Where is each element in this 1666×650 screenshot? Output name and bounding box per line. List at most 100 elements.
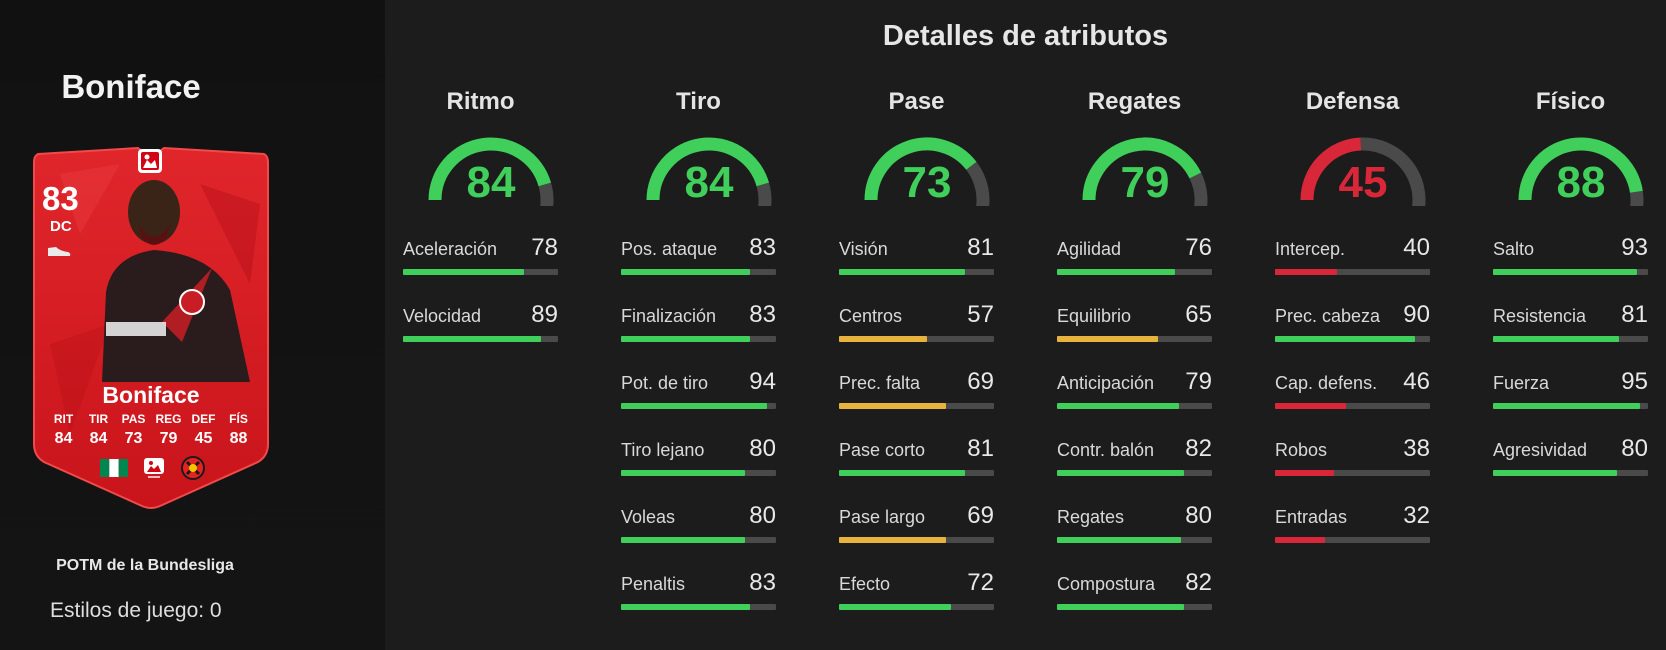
card-stat-value: 79 [159, 430, 178, 447]
attribute-bar-track [621, 336, 776, 342]
attribute-bar-track [621, 269, 776, 275]
attribute-value: 38 [1403, 435, 1430, 462]
card-stat-label: PAS [121, 412, 146, 426]
category-name: Regates [1087, 88, 1182, 115]
category-ritmo: Ritmo 84 Aceleración 78 Velocidad 89 [403, 88, 558, 360]
attribute-name: Prec. cabeza [1275, 306, 1381, 326]
attribute-name: Prec. falta [839, 373, 921, 393]
attribute-row: Agresividad 80 [1493, 427, 1648, 494]
attribute-row: Velocidad 89 [403, 293, 558, 360]
attribute-row: Pase largo 69 [839, 494, 994, 561]
nigeria-flag-icon [100, 459, 128, 477]
attribute-bar-fill [621, 537, 745, 543]
attribute-value: 76 [1185, 234, 1212, 261]
attribute-row: Tiro lejano 80 [621, 427, 776, 494]
attribute-bar-track [1057, 604, 1212, 610]
attribute-bar-fill [1275, 537, 1325, 543]
attribute-bar-track [1057, 336, 1212, 342]
attribute-bar-track [1493, 336, 1648, 342]
attribute-bar-fill [1057, 604, 1185, 610]
attribute-bar-track [1493, 403, 1648, 409]
attribute-name: Resistencia [1493, 306, 1587, 326]
attribute-bar-track [621, 537, 776, 543]
attribute-row: Salto 93 [1493, 226, 1648, 293]
attribute-bar-fill [1493, 336, 1619, 342]
category-value: 88 [1556, 158, 1606, 207]
attribute-name: Robos [1275, 440, 1328, 460]
attribute-bar-fill [1275, 403, 1347, 409]
attribute-bar-track [1275, 537, 1430, 543]
category-value: 79 [1120, 158, 1170, 207]
attribute-name: Pos. ataque [621, 239, 718, 259]
attribute-value: 46 [1403, 368, 1430, 395]
attribute-bar-track [621, 470, 776, 476]
attribute-name: Agilidad [1057, 239, 1122, 259]
attribute-value: 83 [749, 301, 776, 328]
attribute-bar-fill [1057, 403, 1180, 409]
card-stat-label: FÍS [229, 412, 248, 426]
attribute-bar-fill [1057, 269, 1175, 275]
attribute-bar-fill [1493, 470, 1617, 476]
attribute-name: Intercep. [1275, 239, 1346, 259]
gauge-arc [1518, 137, 1644, 206]
category-gauge: 45 [1298, 134, 1428, 207]
attribute-bar-track [839, 604, 994, 610]
attribute-bar-track [403, 269, 558, 275]
attribute-value: 32 [1403, 502, 1430, 529]
attribute-bar-track [621, 403, 776, 409]
player-card[interactable]: 83 DC Boniface RIT TIR PAS REG DEF FÍS 8… [20, 144, 282, 514]
category-name: Físico [1535, 88, 1606, 115]
attribute-name: Voleas [621, 507, 676, 527]
card-stat-values: 84 84 73 79 45 88 [46, 430, 256, 448]
attribute-value: 65 [1185, 301, 1212, 328]
attribute-row: Aceleración 78 [403, 226, 558, 293]
attribute-value: 81 [967, 435, 994, 462]
category-name: Ritmo [446, 88, 515, 115]
gauge-track [1629, 190, 1644, 206]
attribute-bar-track [839, 403, 994, 409]
player-photo [92, 172, 262, 387]
attribute-bar-track [621, 604, 776, 610]
attribute-list: Intercep. 40 Prec. cabeza 90 Cap. defens. 46 R… [1275, 226, 1430, 561]
attribute-value: 95 [1621, 368, 1648, 395]
playstyles-count[interactable]: Estilos de juego: 0 [50, 599, 222, 622]
attribute-value: 81 [967, 234, 994, 261]
gauge-fill [1518, 137, 1643, 201]
category-name: Tiro [676, 88, 721, 115]
attribute-value: 93 [1621, 234, 1648, 261]
attribute-value: 80 [749, 435, 776, 462]
attribute-bar-track [1275, 269, 1430, 275]
attribute-bar-fill [1493, 269, 1638, 275]
attribute-value: 82 [1185, 569, 1212, 596]
attribute-row: Voleas 80 [621, 494, 776, 561]
attribute-row: Centros 57 [839, 293, 994, 360]
attribute-bar-track [1493, 269, 1648, 275]
category-value: 84 [466, 158, 516, 207]
attribute-value: 40 [1403, 234, 1430, 261]
attribute-row: Pase corto 81 [839, 427, 994, 494]
attribute-value: 80 [749, 502, 776, 529]
card-stat-value: 84 [54, 430, 73, 447]
attribute-bar-track [1275, 336, 1430, 342]
attribute-bar-fill [403, 269, 524, 275]
attribute-row: Anticipación 79 [1057, 360, 1212, 427]
category-tiro: Tiro 84 Pos. ataque 83 Finalización 83 Pot. de… [621, 88, 776, 628]
card-stat-value: 45 [194, 430, 213, 447]
attribute-bar-fill [621, 604, 750, 610]
card-stat-value: 88 [229, 430, 248, 447]
attribute-bar-fill [403, 336, 541, 342]
attribute-row: Regates 80 [1057, 494, 1212, 561]
attribute-name: Velocidad [403, 306, 482, 326]
gauge-track [1360, 137, 1426, 206]
bundesliga-logo-icon [137, 148, 163, 179]
attribute-name: Entradas [1275, 507, 1348, 527]
gauge-arc [864, 137, 990, 206]
attribute-bar-fill [1493, 403, 1641, 409]
attribute-name: Contr. balón [1057, 440, 1155, 460]
gauge-fill [864, 137, 977, 201]
gauge-track [966, 161, 990, 206]
attribute-bar-track [1057, 269, 1212, 275]
attribute-row: Entradas 32 [1275, 494, 1430, 561]
gauge-fill [646, 137, 770, 201]
card-stat-value: 84 [89, 430, 108, 447]
